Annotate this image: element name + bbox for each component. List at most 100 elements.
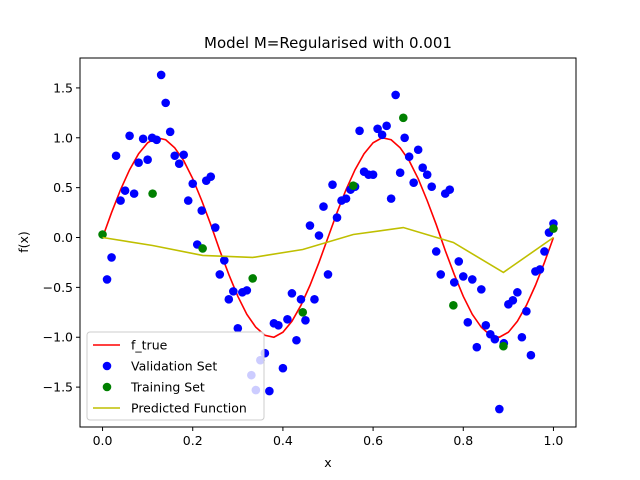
validation-set-point (323, 270, 333, 279)
predicted-function-line (102, 226, 554, 274)
legend-validation-set-swatch (102, 361, 112, 371)
legend-validation-set-label: Validation Set (131, 359, 217, 374)
validation-set-point (233, 323, 243, 333)
validation-set-point (179, 150, 189, 160)
x-axis: 0.0 0.2 0.4 0.6 0.8 1.0 (93, 427, 563, 448)
y-axis-label: f(x) (16, 231, 31, 253)
validation-set-point (431, 247, 441, 256)
training-set-point (248, 274, 257, 283)
validation-set-point (490, 334, 500, 344)
validation-set-point (395, 168, 405, 177)
validation-set-point (305, 221, 315, 230)
validation-set-point (301, 315, 310, 325)
validation-set-point (454, 257, 464, 266)
validation-set-point (287, 289, 297, 298)
validation-set-point (377, 130, 387, 140)
validation-set-point (332, 213, 342, 222)
validation-set-point (413, 145, 423, 155)
x-tick-label: 0.6 (363, 433, 383, 448)
x-tick-label: 0.2 (183, 433, 203, 448)
training-set-point (348, 181, 358, 190)
training-set-point (148, 189, 157, 198)
validation-set-point (535, 265, 545, 274)
y-tick-label: −1.0 (43, 330, 73, 345)
validation-set-point (143, 155, 152, 165)
y-axis: −1.5 −1.0 −0.5 0.0 0.5 1.0 1.5 (43, 80, 80, 395)
validation-set-point (449, 278, 459, 287)
validation-set-point (328, 180, 337, 189)
training-set-point (298, 308, 308, 317)
legend-predicted-function-label: Predicted Function (131, 401, 247, 416)
validation-set-point (265, 386, 274, 396)
axes-frame (79, 57, 577, 428)
validation-set-point (210, 223, 220, 232)
validation-set-point (161, 98, 170, 108)
validation-set-point (156, 70, 166, 80)
validation-set-point (467, 275, 477, 284)
validation-set-point (373, 124, 382, 134)
validation-set-point (386, 194, 396, 203)
validation-set-point (183, 196, 193, 205)
validation-set-point (174, 159, 184, 169)
x-axis-label: x (324, 455, 331, 470)
training-set-point (549, 224, 558, 233)
x-tick-label: 0.8 (453, 433, 473, 448)
validation-set-point (229, 287, 238, 296)
y-tick-label: 1.0 (53, 130, 73, 145)
validation-set-point (391, 90, 400, 100)
validation-set-point (215, 270, 225, 279)
x-tick-label: 0.4 (273, 433, 293, 448)
validation-set-point (165, 127, 175, 137)
legend-f-true-label: f_true (131, 338, 168, 353)
validation-set-point (463, 317, 473, 327)
y-tick-label: −0.5 (43, 280, 73, 295)
validation-set-point (540, 247, 549, 256)
validation-set-point (292, 335, 301, 345)
validation-set-point (409, 178, 418, 187)
validation-set-point (436, 270, 446, 279)
chart-title: Model M=Regularised with 0.001 (204, 34, 452, 52)
legend-training-set-label: Training Set (130, 380, 205, 395)
validation-set-point (125, 131, 134, 141)
training-set-point (499, 341, 508, 351)
validation-set-point (517, 332, 527, 342)
validation-set-point (188, 179, 198, 188)
validation-set-point (111, 151, 121, 161)
validation-set-point (477, 285, 486, 294)
validation-set-point (472, 342, 482, 352)
validation-set-point (278, 363, 288, 373)
validation-set-point (152, 135, 161, 145)
validation-set-point (508, 296, 518, 305)
validation-set-point (526, 350, 536, 360)
validation-set-point (102, 275, 112, 284)
training-set-point (449, 301, 458, 310)
training-set-point (98, 230, 107, 239)
validation-set-point (283, 314, 292, 324)
y-tick-label: 0.5 (53, 180, 73, 195)
validation-set-point (116, 196, 125, 205)
validation-set-point (422, 170, 432, 179)
validation-set-point (368, 170, 378, 179)
validation-set-point (310, 295, 319, 304)
validation-set-point (404, 152, 414, 162)
plot-area (98, 70, 558, 414)
validation-set-point (341, 194, 351, 203)
y-tick-label: −1.5 (43, 380, 73, 395)
f-true-line (101, 136, 555, 339)
validation-set-point (481, 320, 491, 330)
x-tick-label: 0.0 (93, 433, 113, 448)
validation-set-point (513, 288, 522, 297)
validation-set-point (296, 295, 306, 304)
validation-set-point (355, 126, 364, 136)
validation-set-point (206, 172, 216, 181)
validation-set-point (197, 206, 207, 215)
validation-set-point (382, 121, 391, 131)
validation-set-point (107, 253, 116, 262)
validation-set-point (224, 295, 234, 304)
validation-set-point (427, 182, 437, 191)
validation-set-point (170, 151, 179, 161)
validation-set-point (242, 286, 252, 295)
legend-box (86, 331, 265, 421)
y-tick-label: 1.5 (53, 80, 73, 95)
